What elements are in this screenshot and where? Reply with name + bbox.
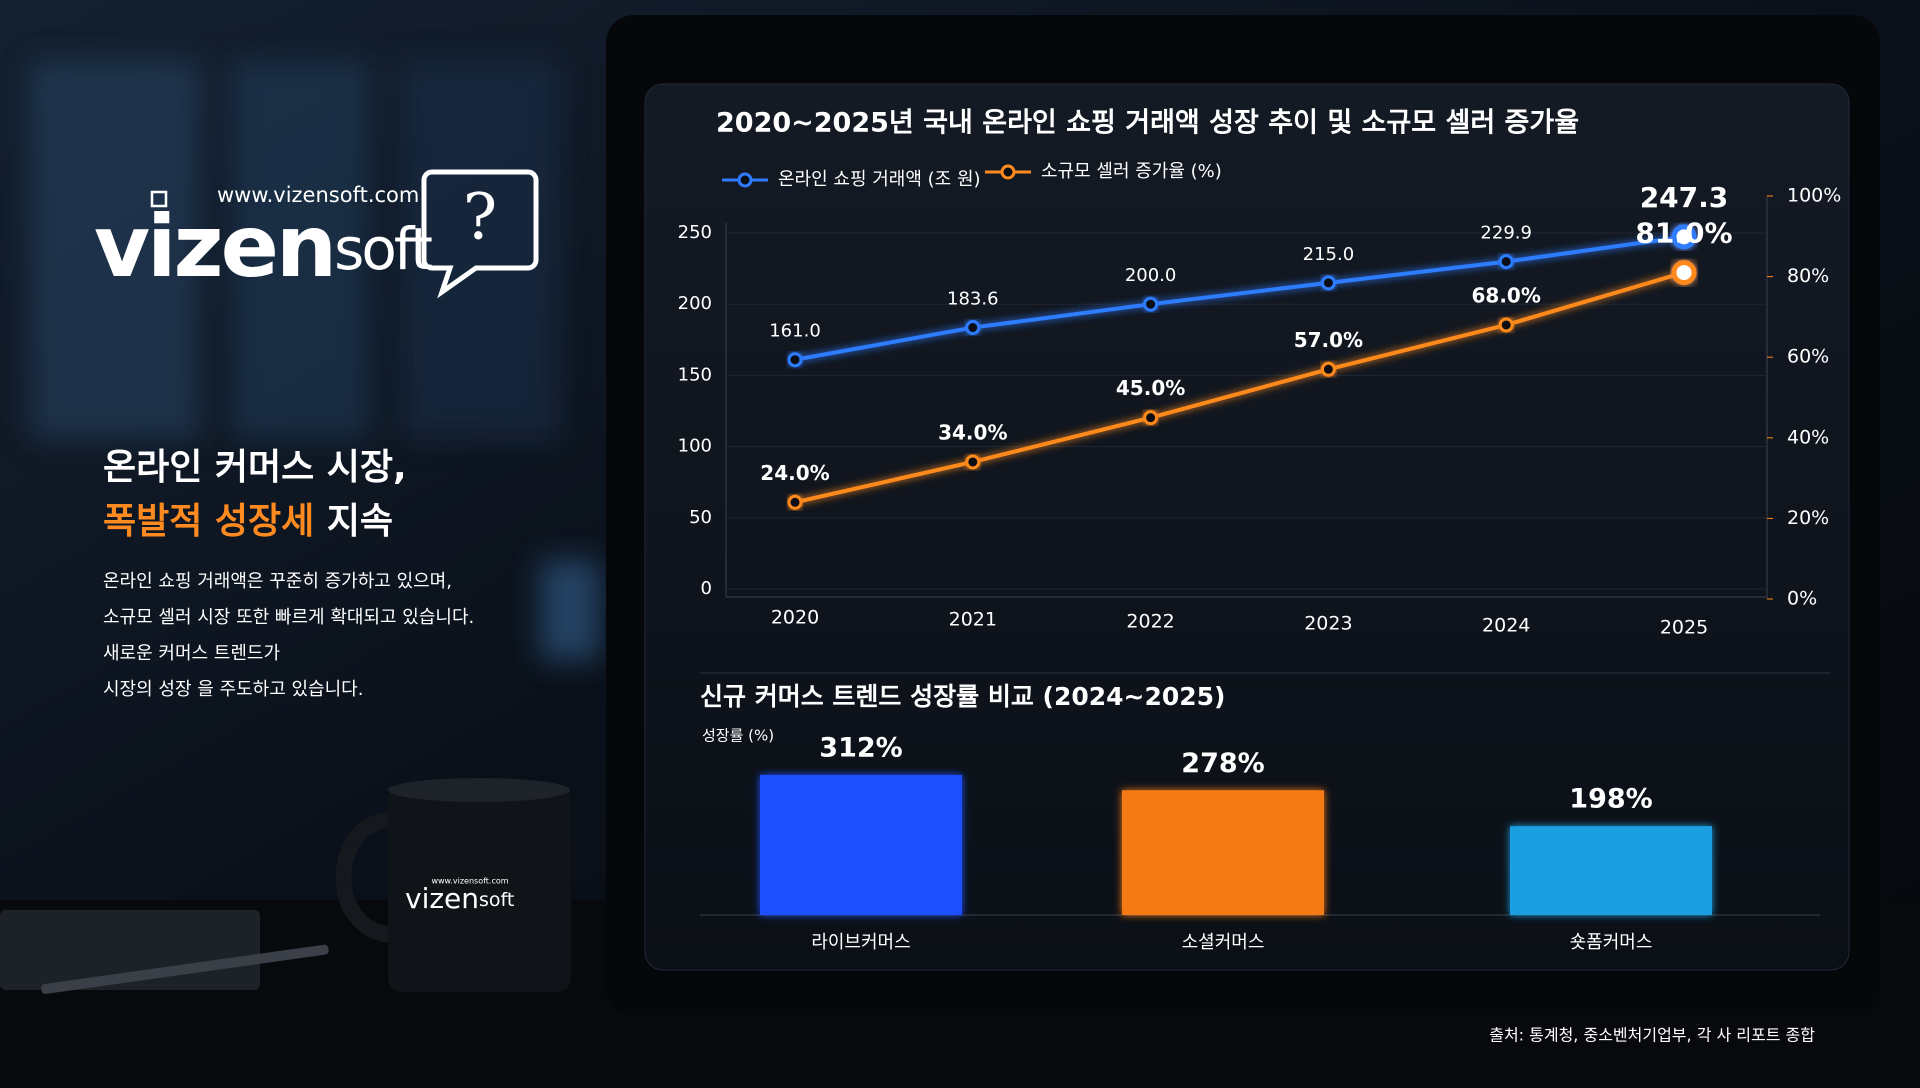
logo-icon: ?: [463, 181, 497, 255]
logo-bubble: [421, 169, 539, 299]
data-point: [787, 494, 803, 510]
x-tick-label: 2025: [1660, 617, 1708, 639]
y2-tick-label: 0%: [1787, 588, 1817, 610]
monitor-screen: [644, 83, 1850, 971]
y-tick-label: 200: [678, 293, 712, 314]
mug-brand-main: vizen: [405, 882, 479, 915]
series-line: [794, 270, 1685, 505]
bar: [1122, 790, 1324, 915]
data-label: 57.0%: [1294, 328, 1363, 352]
data-label: 45.0%: [1116, 376, 1185, 400]
y2-tick-label: 40%: [1787, 426, 1829, 448]
x-tick-label: 2024: [1482, 615, 1530, 637]
y2-tick-label: 80%: [1787, 265, 1829, 287]
logo-dot: [150, 190, 168, 208]
data-label: 312%: [819, 733, 902, 764]
data-point: [1143, 296, 1159, 312]
data-label: 247.3: [1640, 181, 1729, 214]
charts: 2020~2025년 국내 온라인 쇼핑 거래액 성장 추이 및 소규모 셀러 …: [678, 108, 1842, 954]
legend-label: 온라인 쇼핑 거래액 (조 원): [778, 169, 981, 190]
y-tick-label: 100: [678, 436, 712, 457]
headline-rest: 지속: [327, 501, 393, 542]
brand-name: vizensoft: [94, 197, 432, 297]
y-tick-label: 250: [678, 222, 712, 243]
brand-main: vizen: [94, 197, 334, 297]
y2-tick-label: 60%: [1787, 346, 1829, 368]
data-label: 24.0%: [760, 461, 829, 485]
data-label: 183.6: [947, 289, 999, 310]
data-point: [1671, 224, 1697, 250]
body-text: 소규모 셀러 시장 또한 빠르게 확대되고 있습니다.: [103, 607, 474, 628]
x-tick-label: 2023: [1304, 613, 1352, 635]
brand-url: www.vizensoft.com: [217, 183, 419, 207]
chart-title: 2020~2025년 국내 온라인 쇼핑 거래액 성장 추이 및 소규모 셀러 …: [716, 108, 1579, 139]
body-text: 시장의 성장 을 주도하고 있습니다.: [103, 679, 363, 700]
headline-line1: 온라인 커머스 시장,: [103, 447, 407, 488]
y-tick-label: 150: [678, 364, 712, 385]
bar: [760, 775, 962, 915]
window-blur: [30, 60, 600, 660]
data-point: [1498, 254, 1514, 270]
data-point: [1498, 317, 1514, 333]
data-point: [787, 352, 803, 368]
mug-url: www.vizensoft.com: [431, 877, 508, 886]
brand-sub: soft: [334, 215, 432, 283]
mug-brand-sub: soft: [479, 889, 514, 911]
data-label: 200.0: [1125, 265, 1177, 286]
legend-label: 소규모 셀러 증가율 (%): [1041, 161, 1222, 182]
data-point: [965, 454, 981, 470]
data-label: 229.9: [1480, 223, 1532, 244]
data-point: [1143, 410, 1159, 426]
data-label: 215.0: [1303, 244, 1355, 265]
x-tick-label: 2022: [1126, 611, 1174, 633]
chart-title: 신규 커머스 트렌드 성장률 비교 (2024~2025): [700, 682, 1225, 711]
y-tick-label: 0: [701, 578, 712, 599]
data-label: 34.0%: [938, 420, 1007, 444]
x-tick-label: 라이브커머스: [811, 932, 910, 953]
y2-tick-label: 100%: [1787, 185, 1841, 207]
source-note: 출처: 통계청, 중소벤처기업부, 각 사 리포트 종합: [1489, 1026, 1815, 1045]
headline-line2: 폭발적 성장세 지속: [103, 501, 393, 542]
data-point: [1671, 260, 1697, 286]
left-copy: www.vizensoft.com vizensoft ? 온라인 커머스 시장…: [94, 169, 1815, 1045]
pen: [41, 944, 329, 994]
data-label: 198%: [1569, 784, 1652, 815]
y-tick-label: 50: [689, 507, 712, 528]
data-point: [965, 320, 981, 336]
data-label: 81.0%: [1635, 217, 1732, 250]
x-tick-label: 소셜커머스: [1182, 932, 1265, 953]
data-label: 161.0: [769, 321, 821, 342]
headline-highlight: 폭발적 성장세: [103, 501, 314, 542]
body-text: 온라인 쇼핑 거래액은 꾸준히 증가하고 있으며,: [103, 571, 452, 592]
mug-brand: vizensoft: [405, 882, 514, 915]
series-line: [794, 234, 1685, 362]
y2-tick-label: 20%: [1787, 507, 1829, 529]
mug: [335, 778, 571, 992]
data-point: [1320, 361, 1336, 377]
body-text: 새로운 커머스 트렌드가: [103, 643, 280, 664]
data-point: [1320, 275, 1336, 291]
legend-marker: [737, 172, 753, 188]
x-tick-label: 숏폼커머스: [1570, 932, 1653, 953]
data-label: 278%: [1181, 748, 1264, 779]
x-tick-label: 2020: [771, 607, 819, 629]
x-tick-label: 2021: [949, 609, 997, 631]
bar: [1510, 826, 1712, 915]
y-axis-label: 성장률 (%): [702, 727, 774, 745]
legend-marker: [1000, 164, 1016, 180]
data-label: 68.0%: [1472, 283, 1541, 307]
